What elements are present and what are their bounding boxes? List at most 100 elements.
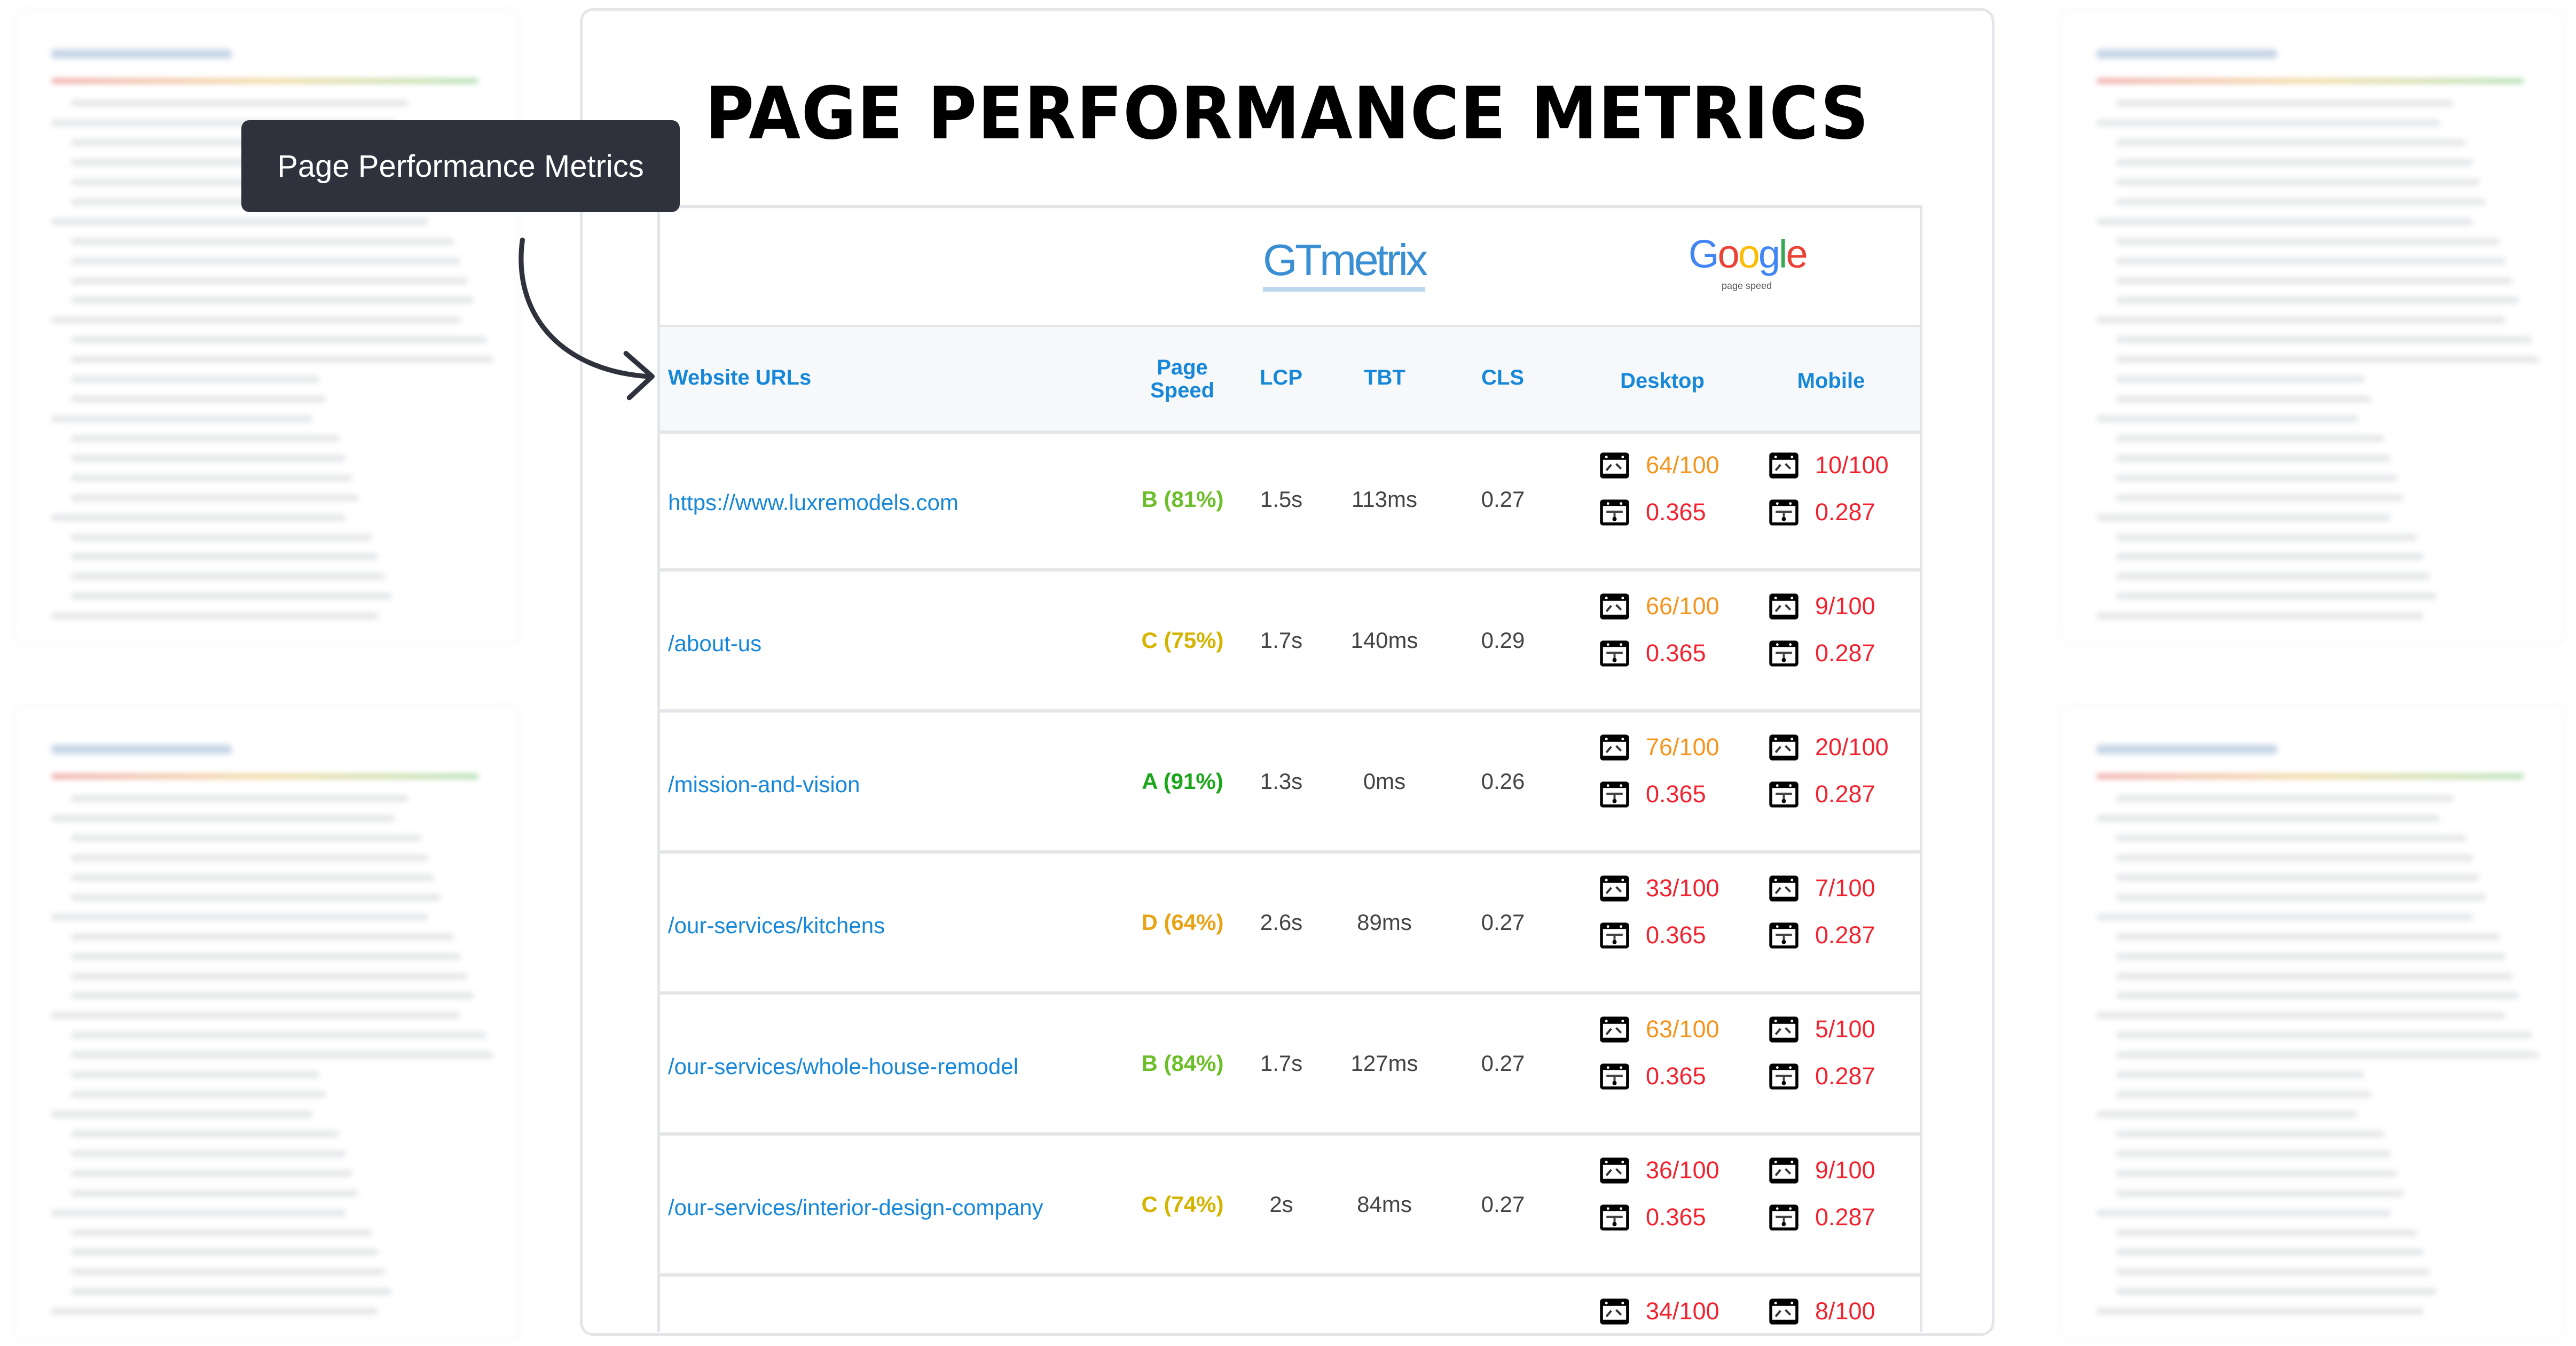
performance-gauge-icon — [1600, 875, 1629, 902]
mobile-cls: 0.287 — [1769, 499, 1875, 526]
ghost-line — [2116, 795, 2453, 802]
ghost-line — [2096, 613, 2423, 619]
mobile-cls-value: 0.287 — [1815, 1203, 1875, 1231]
desktop-score: 66/100 — [1600, 593, 1719, 620]
url-link[interactable]: /our-services/whole-house-remodel — [668, 1054, 1018, 1079]
ghost-line — [2116, 455, 2391, 461]
mobile-score-value: 20/100 — [1815, 733, 1889, 761]
ghost-line — [71, 336, 486, 343]
google-sub-label: page speed — [1722, 280, 1772, 291]
url-link[interactable]: /our-services/interior-design-company — [668, 1195, 1043, 1220]
performance-gauge-icon — [1600, 452, 1629, 479]
header-page-speed-line2: Speed — [1150, 379, 1215, 402]
ghost-line — [2116, 953, 2506, 960]
mobile-cls: 0.287 — [1769, 922, 1875, 949]
ghost-line — [71, 1071, 319, 1078]
page-speed-grade: A (91%) — [1142, 769, 1223, 794]
ghost-line — [71, 1151, 345, 1157]
ghost-line — [2116, 835, 2466, 841]
ghost-line — [2096, 914, 2473, 920]
layout-shift-icon — [1600, 1063, 1629, 1090]
google-pagespeed-logo: Google page speed — [1688, 232, 1808, 291]
ghost-line — [2116, 238, 2499, 245]
layout-shift-icon — [1769, 1063, 1799, 1090]
ghost-line — [71, 238, 454, 245]
url-link[interactable]: /about-us — [668, 631, 762, 656]
ghost-line — [71, 953, 460, 960]
ghost-line — [51, 514, 345, 521]
ghost-line — [2116, 297, 2519, 303]
ghost-line — [71, 1052, 493, 1058]
layout-shift-icon — [1600, 922, 1629, 949]
table-row: /our-services/interior-design-company C (… — [660, 1136, 1920, 1277]
ghost-line — [2116, 139, 2466, 146]
desktop-cls: 0.365 — [1600, 781, 1706, 808]
desktop-score-value: 34/100 — [1646, 1297, 1719, 1325]
ghost-line — [2116, 894, 2486, 901]
table-row: /our-services/whole-house-remodel B (84%)… — [660, 995, 1920, 1136]
desktop-score: 76/100 — [1600, 734, 1719, 761]
ghost-line — [2116, 1230, 2417, 1236]
page-speed-grade: C (75%) — [1141, 628, 1224, 653]
tbt-value: 113ms — [1352, 487, 1417, 512]
ghost-line — [2116, 1131, 2384, 1137]
desktop-score: 34/100 — [1600, 1298, 1719, 1325]
performance-gauge-icon — [1769, 875, 1799, 902]
ghost-line — [2096, 416, 2358, 422]
cls-value: 0.26 — [1481, 769, 1525, 794]
ghost-line — [2096, 514, 2391, 521]
mobile-score: 5/100 — [1769, 1016, 1875, 1043]
page-speed-grade: B (84%) — [1141, 1051, 1224, 1076]
layout-shift-icon — [1769, 1204, 1799, 1231]
ghost-title — [2096, 745, 2277, 754]
ghost-line — [51, 416, 312, 422]
desktop-cls: 0.365 — [1600, 922, 1706, 949]
desktop-score-value: 63/100 — [1646, 1015, 1719, 1043]
ghost-line — [71, 534, 372, 541]
table-row: /our-services/kitchens D (64%) 2.6s 89ms 0.2… — [660, 854, 1920, 995]
cls-value: 0.27 — [1481, 487, 1525, 512]
ghost-line — [71, 258, 460, 264]
performance-gauge-icon — [1600, 734, 1629, 761]
desktop-score: 36/100 — [1600, 1157, 1719, 1184]
url-link[interactable]: https://www.luxremodels.com — [668, 490, 959, 515]
ghost-progress — [2096, 774, 2524, 779]
ghost-line — [2116, 593, 2437, 599]
desktop-cls-value: 0.365 — [1646, 639, 1706, 667]
header-lcp: LCP — [1260, 366, 1302, 389]
ghost-line — [2116, 573, 2430, 580]
ghost-line — [2096, 1210, 2391, 1216]
tbt-value: 84ms — [1357, 1192, 1412, 1217]
ghost-line — [2116, 1288, 2437, 1295]
mobile-score: 7/100 — [1769, 875, 1875, 902]
ghost-line — [2096, 1012, 2506, 1019]
ghost-line — [2116, 1170, 2397, 1177]
ghost-line — [71, 573, 385, 580]
ghost-line — [71, 455, 345, 461]
url-link[interactable]: /our-services/kitchens — [668, 913, 885, 938]
ghost-line — [2116, 179, 2479, 185]
ghost-line — [2116, 435, 2384, 442]
performance-card: PAGE PERFORMANCE METRICS GTmetrix Google… — [580, 8, 1994, 1336]
url-link[interactable]: /mission-and-vision — [668, 772, 860, 797]
mobile-score-value: 7/100 — [1815, 874, 1875, 902]
ghost-line — [2116, 258, 2506, 264]
mobile-score-value: 5/100 — [1815, 1015, 1875, 1043]
mobile-cls-value: 0.287 — [1815, 498, 1875, 526]
tbt-value: 140ms — [1350, 628, 1418, 653]
desktop-score-value: 76/100 — [1646, 733, 1719, 761]
ghost-title — [51, 49, 232, 59]
desktop-score-value: 66/100 — [1646, 592, 1719, 620]
ghost-line — [2116, 199, 2486, 205]
ghost-line — [51, 1111, 312, 1117]
ghost-line — [2116, 534, 2417, 541]
desktop-cls-value: 0.365 — [1646, 780, 1706, 808]
tooltip: Page Performance Metrics — [241, 120, 680, 212]
ghost-line — [71, 855, 428, 861]
mobile-score-value: 9/100 — [1815, 592, 1875, 620]
ghost-line — [2116, 1190, 2404, 1196]
desktop-cls-value: 0.365 — [1646, 498, 1706, 526]
tbt-value: 127ms — [1350, 1051, 1418, 1076]
ghost-line — [71, 396, 326, 402]
ghost-line — [51, 1012, 460, 1019]
